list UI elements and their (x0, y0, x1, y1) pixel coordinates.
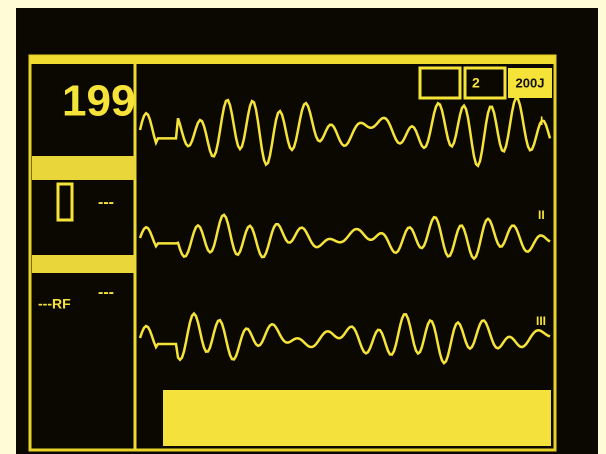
panel-reading: ---RF (38, 296, 71, 312)
waveform (138, 96, 552, 168)
status-box (418, 66, 462, 100)
waveform (138, 213, 551, 261)
alert-banner (163, 390, 551, 446)
lead-label: II (538, 208, 545, 222)
energy: 200J (516, 75, 545, 90)
panel-separator (32, 156, 135, 180)
waveform (138, 311, 551, 365)
gauge (56, 182, 74, 222)
top-bar (30, 56, 555, 64)
panel-reading: --- (98, 284, 114, 301)
status-box (463, 66, 507, 100)
heart-rate: 199 (62, 77, 135, 126)
lead-label: III (536, 314, 546, 328)
energy-box (508, 68, 552, 98)
panel-reading: --- (98, 194, 114, 211)
panel-separator (32, 255, 135, 273)
lead-count: 2 (472, 75, 480, 91)
